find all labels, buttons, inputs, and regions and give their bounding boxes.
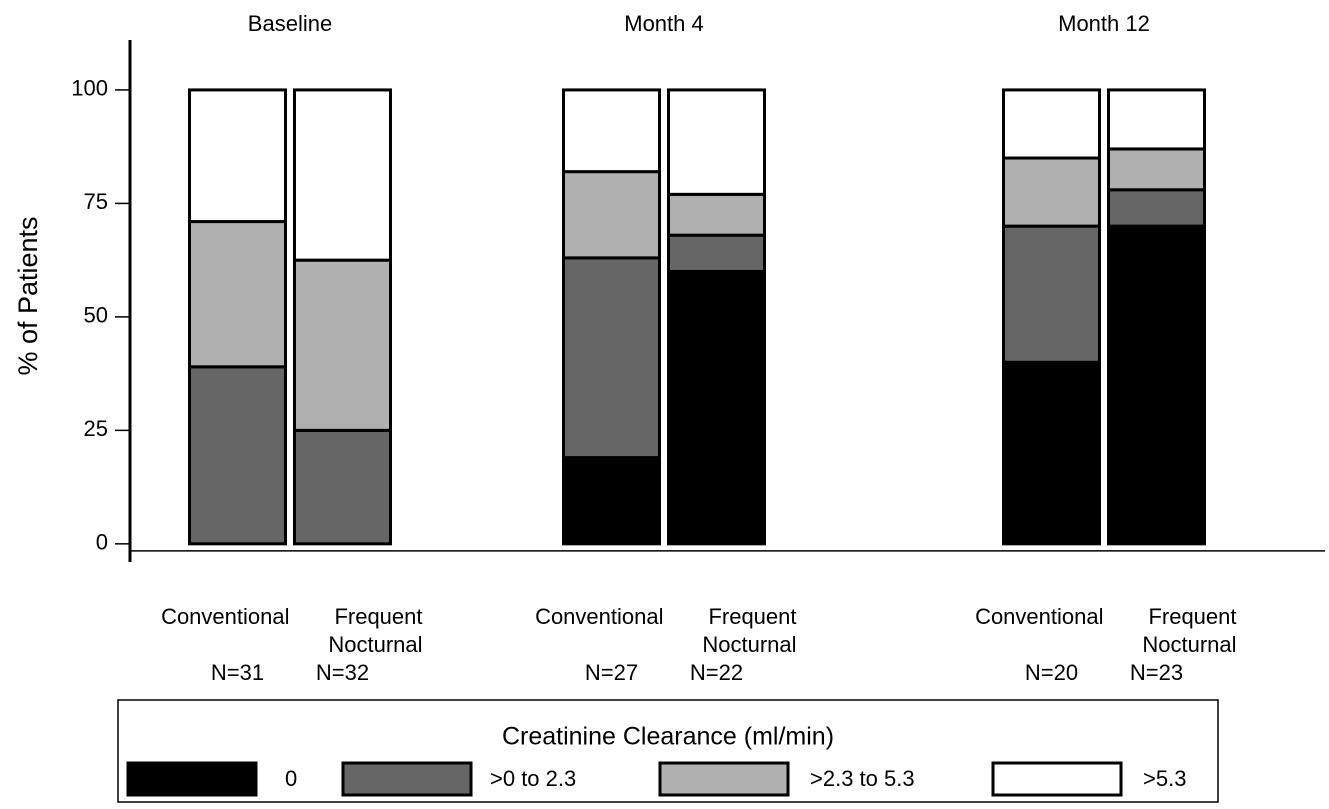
legend-label: 0 <box>285 766 297 791</box>
bar-segment <box>667 88 766 196</box>
category-label: Frequent Nocturnal <box>702 604 797 657</box>
legend-label: >5.3 <box>1143 766 1186 791</box>
bar-segment <box>293 258 392 432</box>
bar-segment <box>562 256 661 460</box>
bar-segment <box>188 365 287 546</box>
legend-label: >0 to 2.3 <box>490 766 576 791</box>
y-tick-label: 100 <box>71 76 108 101</box>
bar-segment <box>1107 224 1206 546</box>
sample-size: N=27 <box>584 660 639 685</box>
bar-segment <box>1002 224 1101 364</box>
sample-size: N=23 <box>1129 660 1184 685</box>
group-title: Month 12 <box>1058 11 1150 36</box>
category-label: Frequent Nocturnal <box>1142 604 1237 657</box>
bar-segment <box>188 88 287 224</box>
legend-swatch <box>126 761 258 797</box>
y-tick-label: 25 <box>84 416 108 441</box>
bar-segment <box>293 428 392 546</box>
bar-segment <box>667 192 766 237</box>
category-label: Conventional <box>975 604 1104 629</box>
legend-swatch <box>341 761 473 797</box>
bar-segment <box>667 233 766 273</box>
bar-segment <box>188 220 287 369</box>
bar-segment <box>562 170 661 260</box>
bar-segment <box>1107 188 1206 228</box>
bar-segment <box>562 88 661 174</box>
bar-segment <box>1107 88 1206 151</box>
sample-size: N=31 <box>210 660 265 685</box>
sample-size: N=22 <box>689 660 744 685</box>
bar-segment <box>293 88 392 262</box>
category-label: Frequent Nocturnal <box>328 604 423 657</box>
bar-segment <box>667 269 766 546</box>
y-axis-label: % of Patients <box>13 216 43 375</box>
legend-swatch <box>991 761 1123 797</box>
y-tick-label: 75 <box>84 189 108 214</box>
legend-label: >2.3 to 5.3 <box>810 766 915 791</box>
bar-segment <box>1002 88 1101 160</box>
y-tick-label: 0 <box>96 530 108 555</box>
group-title: Month 4 <box>624 11 704 36</box>
y-tick-label: 50 <box>84 303 108 328</box>
legend-swatch <box>658 761 790 797</box>
sample-size: N=20 <box>1024 660 1079 685</box>
bar-segment <box>1107 147 1206 192</box>
bar-segment <box>562 456 661 546</box>
group-title: Baseline <box>248 11 332 36</box>
legend-title: Creatinine Clearance (ml/min) <box>502 723 834 751</box>
bar-segment <box>1002 156 1101 228</box>
bar-segment <box>1002 360 1101 546</box>
category-label: Conventional <box>535 604 664 629</box>
sample-size: N=32 <box>315 660 370 685</box>
category-label: Conventional <box>161 604 290 629</box>
